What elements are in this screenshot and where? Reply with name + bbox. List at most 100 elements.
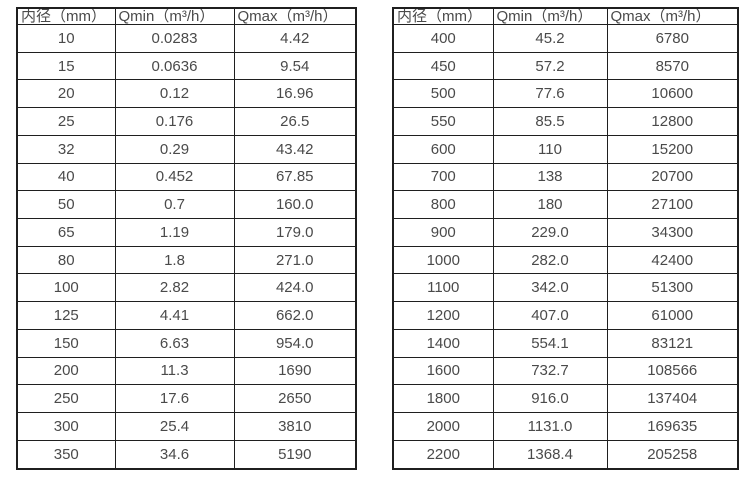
data-cell: 1690 bbox=[233, 356, 357, 386]
data-cell: 32 bbox=[16, 134, 116, 164]
data-cell: 61000 bbox=[606, 301, 739, 330]
data-cell: 15 bbox=[16, 51, 116, 81]
data-cell: 282.0 bbox=[492, 245, 608, 275]
data-cell: 1131.0 bbox=[492, 412, 608, 441]
data-cell: 1000 bbox=[392, 245, 494, 275]
data-cell: 4.41 bbox=[114, 301, 235, 330]
data-cell: 108566 bbox=[606, 356, 739, 386]
data-cell: 600 bbox=[392, 134, 494, 164]
data-cell: 137404 bbox=[606, 384, 739, 414]
table-row: 80 1.8 271.0 bbox=[16, 245, 357, 275]
data-cell: 100 bbox=[16, 273, 116, 303]
data-cell: 180 bbox=[492, 190, 608, 220]
header-cell: Qmax（m³/h） bbox=[606, 7, 739, 25]
table-row: 15 0.0636 9.54 bbox=[16, 51, 357, 81]
table-row: 600 110 15200 bbox=[392, 134, 739, 164]
data-cell: 0.176 bbox=[114, 107, 235, 136]
data-cell: 250 bbox=[16, 384, 116, 414]
data-cell: 0.0283 bbox=[114, 24, 235, 53]
data-cell: 271.0 bbox=[233, 245, 357, 275]
table-row: 550 85.5 12800 bbox=[392, 107, 739, 136]
data-cell: 77.6 bbox=[492, 79, 608, 109]
data-cell: 8570 bbox=[606, 51, 739, 81]
data-cell: 1200 bbox=[392, 301, 494, 330]
data-cell: 15200 bbox=[606, 134, 739, 164]
table-row: 65 1.19 179.0 bbox=[16, 218, 357, 247]
table-row: 250 17.6 2650 bbox=[16, 384, 357, 414]
data-cell: 169635 bbox=[606, 412, 739, 441]
table-row: 350 34.6 5190 bbox=[16, 439, 357, 470]
data-cell: 125 bbox=[16, 301, 116, 330]
table-row: 500 77.6 10600 bbox=[392, 79, 739, 109]
data-cell: 2200 bbox=[392, 439, 494, 470]
data-cell: 51300 bbox=[606, 273, 739, 303]
data-cell: 2650 bbox=[233, 384, 357, 414]
data-cell: 407.0 bbox=[492, 301, 608, 330]
data-cell: 83121 bbox=[606, 328, 739, 358]
data-cell: 17.6 bbox=[114, 384, 235, 414]
data-cell: 229.0 bbox=[492, 218, 608, 247]
table-row: 450 57.2 8570 bbox=[392, 51, 739, 81]
data-cell: 0.29 bbox=[114, 134, 235, 164]
data-cell: 800 bbox=[392, 190, 494, 220]
data-cell: 1100 bbox=[392, 273, 494, 303]
diameter-flow-table-2: 内径（mm） Qmin（m³/h） Qmax（m³/h） 400 45.2 6780 45… bbox=[392, 7, 739, 470]
data-cell: 20700 bbox=[606, 162, 739, 192]
data-cell: 954.0 bbox=[233, 328, 357, 358]
data-cell: 0.0636 bbox=[114, 51, 235, 81]
table-row: 1100 342.0 51300 bbox=[392, 273, 739, 303]
header-row: 内径（mm） Qmin（m³/h） Qmax（m³/h） bbox=[392, 7, 739, 25]
header-cell: Qmax（m³/h） bbox=[233, 7, 357, 25]
data-cell: 200 bbox=[16, 356, 116, 386]
data-cell: 3810 bbox=[233, 412, 357, 441]
data-cell: 4.42 bbox=[233, 24, 357, 53]
table-row: 100 2.82 424.0 bbox=[16, 273, 357, 303]
table-row: 1000 282.0 42400 bbox=[392, 245, 739, 275]
data-cell: 85.5 bbox=[492, 107, 608, 136]
data-cell: 16.96 bbox=[233, 79, 357, 109]
flow-tables-container: 内径（mm） Qmin（m³/h） Qmax（m³/h） 10 0.0283 4.42 1… bbox=[16, 7, 739, 470]
header-row: 内径（mm） Qmin（m³/h） Qmax（m³/h） bbox=[16, 7, 357, 25]
diameter-flow-table-1: 内径（mm） Qmin（m³/h） Qmax（m³/h） 10 0.0283 4.42 1… bbox=[16, 7, 357, 470]
header-cell: Qmin（m³/h） bbox=[114, 7, 235, 25]
data-cell: 1600 bbox=[392, 356, 494, 386]
data-cell: 424.0 bbox=[233, 273, 357, 303]
data-cell: 0.452 bbox=[114, 162, 235, 192]
table-row: 150 6.63 954.0 bbox=[16, 328, 357, 358]
data-cell: 110 bbox=[492, 134, 608, 164]
table-row: 1600 732.7 108566 bbox=[392, 356, 739, 386]
table-row: 1400 554.1 83121 bbox=[392, 328, 739, 358]
table-row: 2200 1368.4 205258 bbox=[392, 439, 739, 470]
data-cell: 45.2 bbox=[492, 24, 608, 53]
data-cell: 1368.4 bbox=[492, 439, 608, 470]
data-cell: 2.82 bbox=[114, 273, 235, 303]
data-cell: 42400 bbox=[606, 245, 739, 275]
data-cell: 160.0 bbox=[233, 190, 357, 220]
data-cell: 2000 bbox=[392, 412, 494, 441]
data-cell: 6.63 bbox=[114, 328, 235, 358]
data-cell: 0.7 bbox=[114, 190, 235, 220]
data-cell: 34300 bbox=[606, 218, 739, 247]
table-row: 1200 407.0 61000 bbox=[392, 301, 739, 330]
data-cell: 0.12 bbox=[114, 79, 235, 109]
data-cell: 80 bbox=[16, 245, 116, 275]
data-cell: 11.3 bbox=[114, 356, 235, 386]
data-cell: 25.4 bbox=[114, 412, 235, 441]
table-row: 2000 1131.0 169635 bbox=[392, 412, 739, 441]
data-cell: 67.85 bbox=[233, 162, 357, 192]
data-cell: 450 bbox=[392, 51, 494, 81]
table-row: 400 45.2 6780 bbox=[392, 24, 739, 53]
data-cell: 1800 bbox=[392, 384, 494, 414]
data-cell: 9.54 bbox=[233, 51, 357, 81]
data-cell: 554.1 bbox=[492, 328, 608, 358]
data-cell: 700 bbox=[392, 162, 494, 192]
data-cell: 350 bbox=[16, 439, 116, 470]
data-cell: 662.0 bbox=[233, 301, 357, 330]
data-cell: 40 bbox=[16, 162, 116, 192]
table-row: 25 0.176 26.5 bbox=[16, 107, 357, 136]
data-cell: 1.19 bbox=[114, 218, 235, 247]
data-cell: 179.0 bbox=[233, 218, 357, 247]
header-cell: 内径（mm） bbox=[392, 7, 494, 25]
data-cell: 10 bbox=[16, 24, 116, 53]
data-cell: 6780 bbox=[606, 24, 739, 53]
